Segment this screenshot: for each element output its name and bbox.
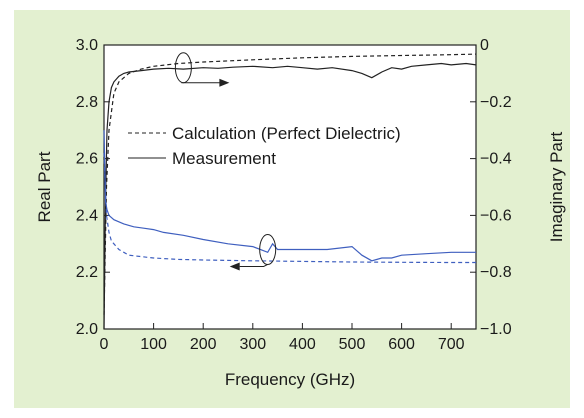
annotation-arrowhead xyxy=(229,262,240,271)
annotation-arrow-line xyxy=(239,264,268,267)
legend-label-measurement: Measurement xyxy=(172,149,276,168)
y-left-tick-label: 2.6 xyxy=(76,151,98,168)
y-left-axis-label: Real Part xyxy=(35,151,54,222)
annotation-ellipse xyxy=(259,233,277,265)
y-left-tick-label: 2.2 xyxy=(76,264,98,281)
x-tick-label: 200 xyxy=(190,336,217,353)
y-right-tick-label: −0.2 xyxy=(480,94,512,111)
y-right-tick-label: −0.8 xyxy=(480,264,512,281)
legend-label-calculation: Calculation (Perfect Dielectric) xyxy=(172,124,401,143)
y-left-ticks: 2.0 2.2 2.4 2.6 2.8 3.0 xyxy=(76,37,110,338)
x-tick-label: 0 xyxy=(100,336,109,353)
legend: Calculation (Perfect Dielectric) Measure… xyxy=(128,124,401,168)
y-right-ticks: −1.0 −0.8 −0.6 −0.4 −0.2 0 xyxy=(470,37,512,338)
y-right-tick-label: −0.4 xyxy=(480,151,512,168)
x-ticks: 0 100 200 300 400 500 600 700 xyxy=(100,323,465,353)
y-left-tick-label: 3.0 xyxy=(76,37,98,54)
series-layer xyxy=(103,53,477,330)
series-real-measurement-line xyxy=(103,62,477,330)
plot-area xyxy=(103,44,477,330)
y-right-tick-label: −1.0 xyxy=(480,321,512,338)
y-left-tick-label: 2.8 xyxy=(76,94,98,111)
x-tick-label: 500 xyxy=(339,336,366,353)
x-tick-label: 400 xyxy=(289,336,316,353)
series-imaginary-measurement-line xyxy=(103,130,476,262)
y-left-tick-label: 2.4 xyxy=(76,207,98,224)
x-tick-label: 100 xyxy=(140,336,167,353)
y-right-axis-label: Imaginary Part xyxy=(547,131,566,242)
y-right-tick-label: −0.6 xyxy=(480,207,512,224)
series-real-calculation-line xyxy=(103,53,477,315)
annotation-layer xyxy=(174,52,277,271)
y-right-tick-label: 0 xyxy=(480,37,489,54)
series-imaginary-calculation-line xyxy=(103,152,476,264)
x-tick-label: 300 xyxy=(239,336,266,353)
y-left-tick-label: 2.0 xyxy=(76,321,98,338)
x-axis-label: Frequency (GHz) xyxy=(225,370,355,389)
x-tick-label: 600 xyxy=(388,336,415,353)
annotation-arrowhead xyxy=(219,78,230,87)
x-tick-label: 700 xyxy=(438,336,465,353)
